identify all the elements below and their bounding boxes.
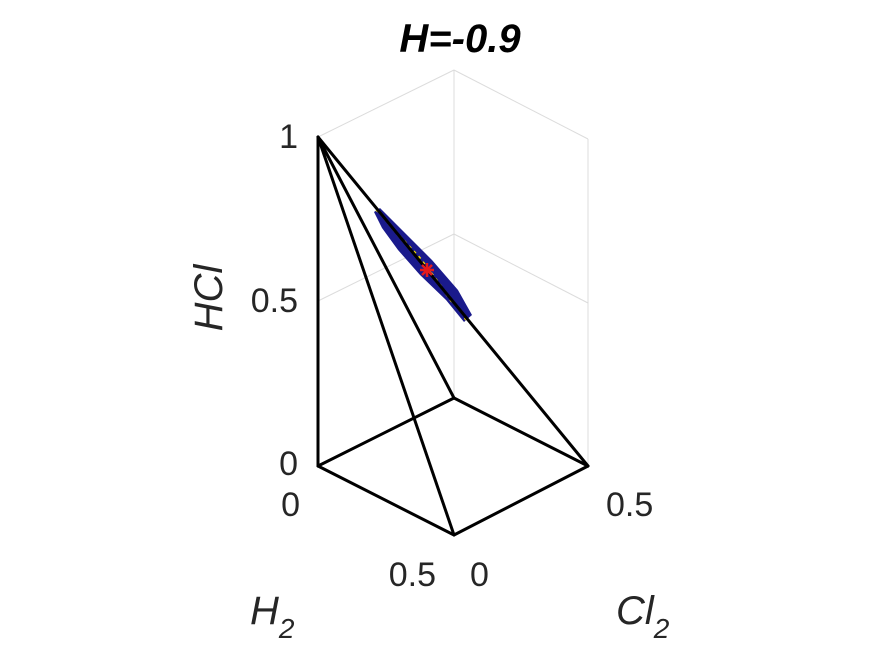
grid-line: [453, 233, 589, 304]
y-axis-label-main: Cl: [616, 589, 655, 633]
z-tick-label: 0: [279, 445, 298, 483]
x-axis-label-sub: 2: [278, 613, 295, 644]
x-axis-label-main: H: [250, 589, 279, 633]
z-tick-label: 1: [279, 118, 298, 156]
y-tick-label: 0.5: [606, 486, 653, 524]
x-axis-label: H2: [250, 589, 295, 644]
x-tick-label: 0: [281, 486, 300, 524]
marker-group: [420, 263, 434, 277]
y-tick-label: 0: [470, 556, 489, 594]
simplex-edge: [316, 135, 456, 537]
grid-line: [453, 69, 589, 140]
y-axis-label: Cl2: [616, 589, 670, 644]
simplex-edge: [452, 464, 590, 537]
x-tick-label: 0.5: [389, 556, 436, 594]
z-tick-label: 0.5: [251, 282, 298, 320]
simplex-edges: [316, 135, 590, 537]
z-axis-label: HCl: [187, 264, 231, 332]
simplex-edge: [316, 464, 456, 537]
grid-lines: [317, 69, 589, 466]
y-axis-label-sub: 2: [653, 613, 670, 644]
chart-title: H=-0.9: [399, 17, 521, 61]
simplex-edge: [316, 396, 456, 468]
simplex-edge: [316, 135, 456, 400]
simplex-edge: [316, 135, 590, 468]
grid-line: [317, 69, 455, 138]
simplex-edge: [452, 396, 590, 468]
data-marker: [420, 263, 434, 277]
tick-labels: 1 0.5 0 0 0.5 0 0.5: [251, 118, 654, 594]
